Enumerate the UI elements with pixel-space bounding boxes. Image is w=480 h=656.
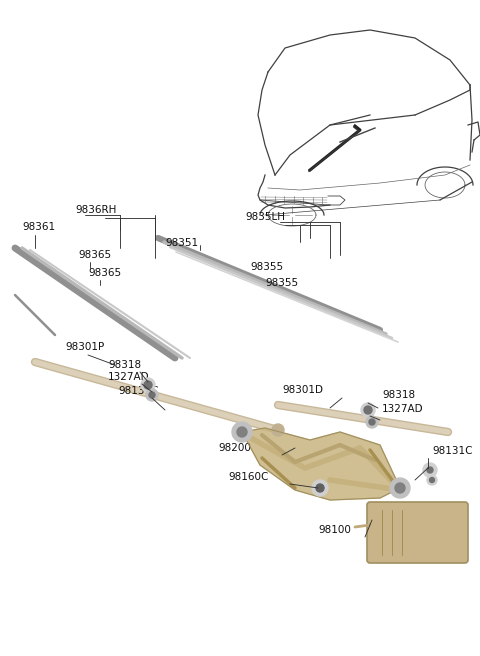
Text: 98131C: 98131C xyxy=(118,386,158,396)
Text: 9836RH: 9836RH xyxy=(75,205,116,215)
Text: 98318: 98318 xyxy=(382,390,415,400)
Text: 98160C: 98160C xyxy=(228,472,268,482)
Circle shape xyxy=(395,483,405,493)
Circle shape xyxy=(237,427,247,437)
Circle shape xyxy=(369,419,375,425)
Circle shape xyxy=(232,422,252,442)
Circle shape xyxy=(366,416,378,428)
Text: 98318: 98318 xyxy=(108,360,141,370)
Circle shape xyxy=(272,424,284,436)
Text: 98355: 98355 xyxy=(250,262,283,272)
Text: 98100: 98100 xyxy=(318,525,351,535)
Text: 98365: 98365 xyxy=(78,250,111,260)
Text: 98131C: 98131C xyxy=(432,446,472,456)
Text: 9835LH: 9835LH xyxy=(245,212,285,222)
Circle shape xyxy=(390,478,410,498)
Circle shape xyxy=(427,475,437,485)
Circle shape xyxy=(423,463,437,477)
Text: 98200: 98200 xyxy=(218,443,251,453)
Circle shape xyxy=(141,378,155,392)
Circle shape xyxy=(427,467,433,473)
Polygon shape xyxy=(242,428,400,500)
Circle shape xyxy=(364,406,372,414)
Circle shape xyxy=(312,480,328,496)
Text: 98365: 98365 xyxy=(88,268,121,278)
Circle shape xyxy=(430,478,434,483)
Text: 98361: 98361 xyxy=(22,222,55,232)
Circle shape xyxy=(316,484,324,492)
Circle shape xyxy=(149,392,155,398)
Circle shape xyxy=(144,381,152,389)
Text: 98301D: 98301D xyxy=(282,385,323,395)
Text: 98301P: 98301P xyxy=(65,342,104,352)
Circle shape xyxy=(146,389,158,401)
Text: 1327AD: 1327AD xyxy=(382,404,424,414)
Text: 98351: 98351 xyxy=(165,238,198,248)
Circle shape xyxy=(361,403,375,417)
FancyBboxPatch shape xyxy=(367,502,468,563)
Text: 1327AD: 1327AD xyxy=(108,372,150,382)
Text: 98355: 98355 xyxy=(265,278,298,288)
